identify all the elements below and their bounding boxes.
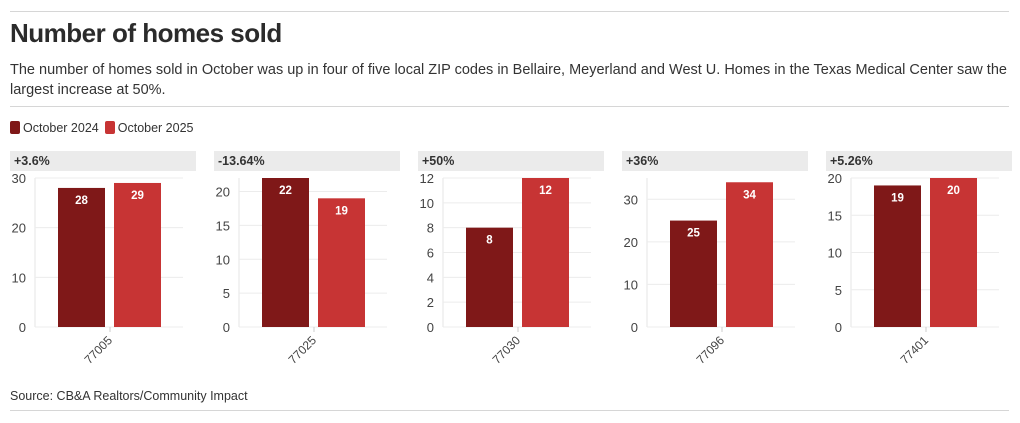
y-tick-label: 15 bbox=[828, 208, 842, 223]
bar-2025 bbox=[522, 178, 569, 327]
data-label: 25 bbox=[687, 228, 700, 240]
y-tick-label: 2 bbox=[427, 295, 434, 310]
source-note: Source: CB&A Realtors/Community Impact bbox=[10, 389, 248, 403]
bar-2025 bbox=[318, 198, 365, 327]
data-label: 28 bbox=[75, 195, 88, 207]
bar-chart: 0 10 20 30 28 29 77005 bbox=[12, 171, 183, 367]
change-label: +5.26% bbox=[826, 151, 1012, 171]
change-label: +3.6% bbox=[10, 151, 196, 171]
y-tick-label: 0 bbox=[19, 320, 26, 335]
y-tick-label: 0 bbox=[835, 320, 842, 335]
legend-label-2025: October 2025 bbox=[117, 121, 194, 135]
x-tick-label: 77030 bbox=[490, 333, 524, 367]
bar-2024 bbox=[466, 227, 513, 327]
x-tick-label: 77025 bbox=[286, 333, 320, 367]
data-label: 12 bbox=[539, 185, 552, 197]
y-tick-label: 0 bbox=[427, 320, 434, 335]
chart-subtitle: The number of homes sold in October was … bbox=[10, 62, 1007, 98]
bar-chart: 0 2 4 6 8 10 12 8 12 77030 bbox=[420, 171, 591, 367]
y-tick-label: 0 bbox=[631, 320, 638, 335]
y-tick-label: 20 bbox=[12, 221, 26, 236]
data-label: 34 bbox=[743, 189, 756, 201]
bar-2024 bbox=[874, 185, 921, 327]
bar-chart: 0 5 10 15 20 22 19 77025 bbox=[216, 178, 387, 367]
data-label: 20 bbox=[947, 185, 960, 197]
legend: October 2024 October 2025 bbox=[10, 121, 194, 135]
y-tick-label: 10 bbox=[12, 270, 26, 285]
bar-2025 bbox=[930, 178, 977, 327]
data-label: 19 bbox=[891, 192, 904, 204]
y-tick-label: 10 bbox=[828, 246, 842, 261]
legend-swatch-2024 bbox=[10, 121, 20, 134]
panel-77401: +5.26% 0 5 10 15 20 19 20 77401 bbox=[826, 151, 1012, 381]
panel-77005: +3.6% 0 10 20 30 28 29 77005 bbox=[10, 151, 196, 381]
legend-item-2024: October 2024 bbox=[10, 121, 99, 135]
change-label: +50% bbox=[418, 151, 604, 171]
data-label: 8 bbox=[486, 235, 493, 247]
y-tick-label: 20 bbox=[216, 185, 230, 200]
y-tick-label: 10 bbox=[420, 196, 434, 211]
y-tick-label: 12 bbox=[420, 171, 434, 186]
y-tick-label: 15 bbox=[216, 218, 230, 233]
bar-chart: 0 5 10 15 20 19 20 77401 bbox=[828, 171, 999, 367]
bar-2024 bbox=[262, 178, 309, 327]
x-tick-label: 77096 bbox=[694, 333, 728, 367]
data-label: 19 bbox=[335, 205, 348, 217]
bar-chart: 0 10 20 30 25 34 77096 bbox=[624, 178, 795, 367]
divider bbox=[10, 106, 1009, 107]
legend-item-2025: October 2025 bbox=[104, 121, 194, 135]
change-label: -13.64% bbox=[214, 151, 400, 171]
data-label: 22 bbox=[279, 185, 292, 197]
y-tick-label: 10 bbox=[624, 277, 638, 292]
change-label: +36% bbox=[622, 151, 808, 171]
y-tick-label: 10 bbox=[216, 252, 230, 267]
bar-2025 bbox=[114, 182, 161, 327]
y-tick-label: 6 bbox=[427, 246, 434, 261]
panel-77025: -13.64% 0 5 10 15 20 22 19 77025 bbox=[214, 151, 400, 381]
y-tick-label: 30 bbox=[12, 171, 26, 186]
chart-title: Number of homes sold bbox=[10, 18, 282, 48]
y-tick-label: 20 bbox=[624, 235, 638, 250]
y-tick-label: 30 bbox=[624, 192, 638, 207]
top-rule bbox=[10, 11, 1009, 12]
legend-swatch-2025 bbox=[104, 121, 115, 134]
y-tick-label: 20 bbox=[828, 171, 842, 186]
y-tick-label: 5 bbox=[835, 283, 842, 298]
x-tick-label: 77401 bbox=[898, 333, 932, 367]
bar-2025 bbox=[726, 182, 773, 327]
bar-2024 bbox=[58, 187, 105, 327]
panel-77030: +50% 0 2 4 6 8 10 12 8 12 77030 bbox=[418, 151, 604, 381]
y-tick-label: 4 bbox=[427, 270, 434, 285]
y-tick-label: 8 bbox=[427, 221, 434, 236]
legend-label-2024: October 2024 bbox=[23, 121, 99, 135]
x-tick-label: 77005 bbox=[82, 333, 116, 367]
y-tick-label: 0 bbox=[223, 320, 230, 335]
data-label: 29 bbox=[131, 190, 144, 202]
bar-2024 bbox=[670, 220, 717, 327]
panel-77096: +36% 0 10 20 30 25 34 77096 bbox=[622, 151, 808, 381]
y-tick-label: 5 bbox=[223, 286, 230, 301]
bottom-rule bbox=[10, 410, 1009, 411]
